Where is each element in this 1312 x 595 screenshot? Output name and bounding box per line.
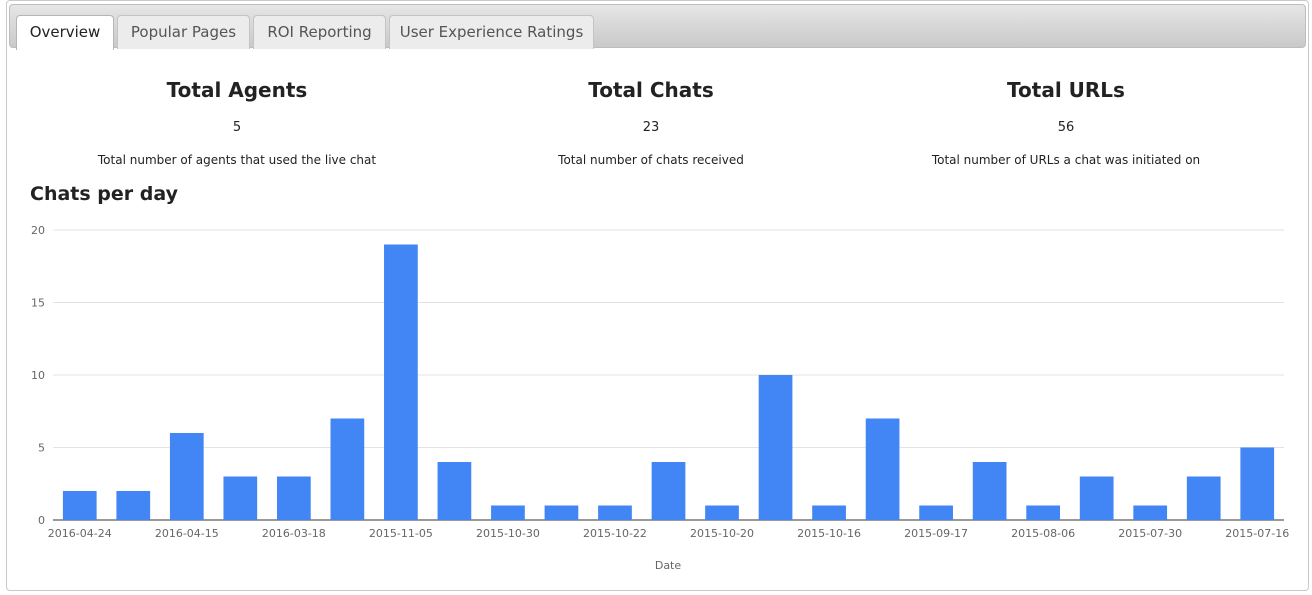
x-tick-label: 2015-09-17 <box>904 527 968 540</box>
tab-overview[interactable]: Overview <box>16 15 114 50</box>
stat-total-urls: Total URLs 56 Total number of URLs a cha… <box>856 76 1276 168</box>
stat-total-agents: Total Agents 5 Total number of agents th… <box>27 76 447 168</box>
stat-value: 56 <box>1057 120 1075 135</box>
bar <box>116 491 151 520</box>
tab-bar: Overview Popular Pages ROI Reporting Use… <box>9 4 1306 50</box>
tab-roi-reporting[interactable]: ROI Reporting <box>253 15 386 49</box>
bar <box>491 505 525 520</box>
bar <box>705 505 739 520</box>
bar <box>544 505 579 520</box>
y-tick-label: 20 <box>31 224 45 237</box>
chart-title: Chats per day <box>30 183 178 205</box>
x-tick-label: 2015-11-05 <box>369 527 433 540</box>
stat-value: 5 <box>232 120 242 135</box>
x-tick-label: 2016-04-15 <box>155 527 219 540</box>
stat-title: Total URLs <box>1007 78 1125 102</box>
x-tick-label: 2015-10-22 <box>583 527 647 540</box>
y-tick-label: 10 <box>31 369 45 382</box>
bar <box>169 433 204 520</box>
bar <box>865 418 900 520</box>
stat-description: Total number of chats received <box>558 153 744 167</box>
stat-title: Total Agents <box>166 78 308 102</box>
bar <box>330 418 365 520</box>
y-tick-label: 15 <box>31 297 45 310</box>
bar <box>437 462 472 520</box>
stat-description: Total number of URLs a chat was initiate… <box>931 153 1201 167</box>
x-tick-label: 2016-04-24 <box>48 527 112 540</box>
tab-popular-pages[interactable]: Popular Pages <box>117 15 250 49</box>
stat-description: Total number of agents that used the liv… <box>97 153 377 167</box>
bar <box>62 491 97 520</box>
x-tick-label: 2015-07-16 <box>1225 527 1289 540</box>
tab-user-experience-ratings[interactable]: User Experience Ratings <box>389 15 594 49</box>
bar <box>1079 476 1114 520</box>
x-tick-label: 2015-07-30 <box>1118 527 1182 540</box>
bar <box>1026 505 1061 520</box>
x-tick-label: 2015-10-20 <box>690 527 754 540</box>
x-tick-label: 2015-08-06 <box>1011 527 1075 540</box>
bar <box>1240 447 1275 520</box>
bar <box>223 476 258 520</box>
bar <box>1133 505 1168 520</box>
stat-total-chats: Total Chats 23 Total number of chats rec… <box>441 76 861 168</box>
chats-per-day-chart: 0 5 10 15 20 2016-04-24 2016-04-15 2016-03-18 20… <box>31 224 1289 572</box>
bar <box>276 476 311 520</box>
x-tick-label: 2015-10-30 <box>476 527 540 540</box>
y-tick-label: 0 <box>38 514 45 527</box>
bar <box>651 462 686 520</box>
stat-value: 23 <box>642 120 660 135</box>
bar <box>384 244 418 520</box>
bar <box>919 505 953 520</box>
bar <box>1186 476 1221 520</box>
x-tick-label: 2016-03-18 <box>262 527 326 540</box>
x-tick-label: 2015-10-16 <box>797 527 861 540</box>
x-axis-label: Date <box>655 559 682 572</box>
bar <box>812 505 846 520</box>
y-tick-label: 5 <box>38 442 45 455</box>
bar <box>758 375 793 520</box>
bar <box>598 505 632 520</box>
bar <box>972 462 1007 520</box>
stat-title: Total Chats <box>588 78 714 102</box>
